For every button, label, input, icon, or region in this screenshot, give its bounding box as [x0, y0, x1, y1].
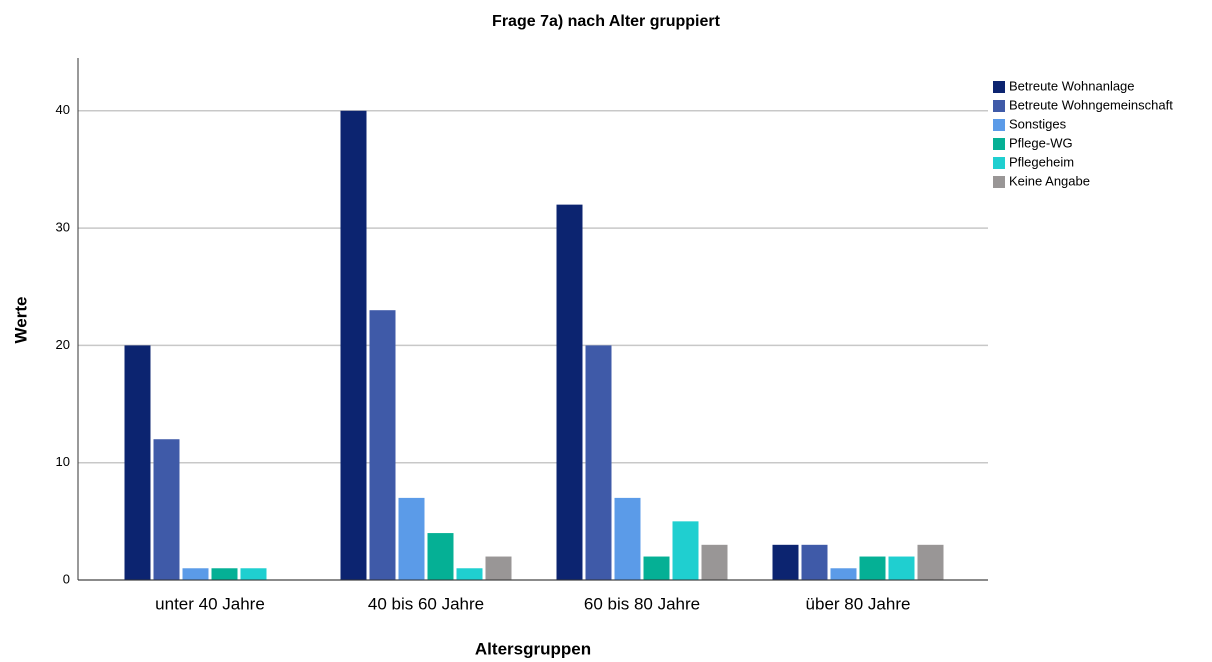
y-tick-label: 30: [56, 220, 70, 235]
legend-label: Betreute Wohnanlage: [1009, 78, 1135, 93]
y-tick-label: 40: [56, 102, 70, 117]
legend-swatch: [993, 176, 1005, 188]
bar: [153, 439, 180, 580]
y-tick-label: 0: [63, 571, 70, 586]
bar: [369, 310, 396, 580]
x-tick-label: 40 bis 60 Jahre: [368, 594, 484, 613]
x-axis-label: Altersgruppen: [475, 639, 591, 658]
y-axis-label: Werte: [11, 297, 30, 344]
bar: [772, 544, 799, 580]
legend-swatch: [993, 100, 1005, 112]
bar: [340, 110, 367, 581]
bar: [859, 556, 886, 580]
y-tick-label: 20: [56, 337, 70, 352]
legend-label: Sonstiges: [1009, 116, 1067, 131]
legend-label: Pflege-WG: [1009, 135, 1073, 150]
bar: [485, 556, 512, 580]
bar: [182, 568, 209, 580]
legend-swatch: [993, 138, 1005, 150]
legend-swatch: [993, 81, 1005, 93]
bar: [427, 533, 454, 580]
bar: [672, 521, 699, 580]
legend-label: Keine Angabe: [1009, 173, 1090, 188]
bar: [614, 497, 641, 580]
bar: [456, 568, 483, 580]
legend-label: Pflegeheim: [1009, 154, 1074, 169]
bar: [585, 345, 612, 580]
bar: [240, 568, 267, 580]
x-tick-label: unter 40 Jahre: [155, 594, 265, 613]
y-tick-label: 10: [56, 454, 70, 469]
x-tick-label: 60 bis 80 Jahre: [584, 594, 700, 613]
bar: [398, 497, 425, 580]
bar: [830, 568, 857, 580]
bar: [643, 556, 670, 580]
bar: [124, 345, 151, 580]
bar: [556, 204, 583, 580]
x-tick-label: über 80 Jahre: [806, 594, 911, 613]
bar: [888, 556, 915, 580]
legend-swatch: [993, 157, 1005, 169]
chart-title: Frage 7a) nach Alter gruppiert: [492, 13, 721, 30]
bar: [701, 544, 728, 580]
legend-label: Betreute Wohngemeinschaft: [1009, 97, 1173, 112]
legend-swatch: [993, 119, 1005, 131]
bar: [917, 544, 944, 580]
bar: [801, 544, 828, 580]
bar: [211, 568, 238, 580]
